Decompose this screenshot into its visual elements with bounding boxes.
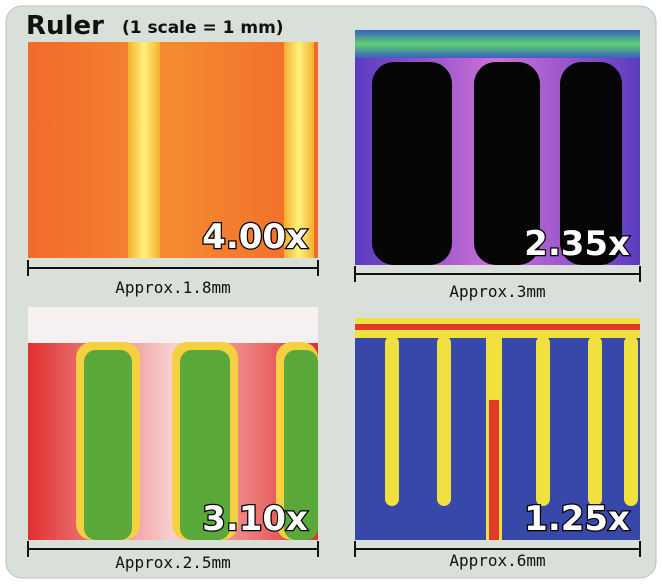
thermal-image: [28, 307, 318, 540]
magnification: 1.25x: [524, 499, 630, 539]
magnification: 3.10x: [202, 499, 308, 539]
caption: Approx.6mm: [449, 551, 545, 570]
thermal-image: [355, 318, 640, 540]
caption: Approx.2.5mm: [115, 553, 231, 572]
magnification: 2.35x: [524, 224, 630, 264]
magnification: 4.00x: [202, 217, 308, 257]
subtitle: (1 scale = 1 mm): [122, 18, 284, 38]
title: Ruler: [26, 11, 104, 41]
thermal-image: [28, 42, 318, 258]
thermal-image: [355, 30, 640, 265]
caption: Approx.3mm: [449, 282, 545, 301]
caption: Approx.1.8mm: [115, 278, 231, 297]
